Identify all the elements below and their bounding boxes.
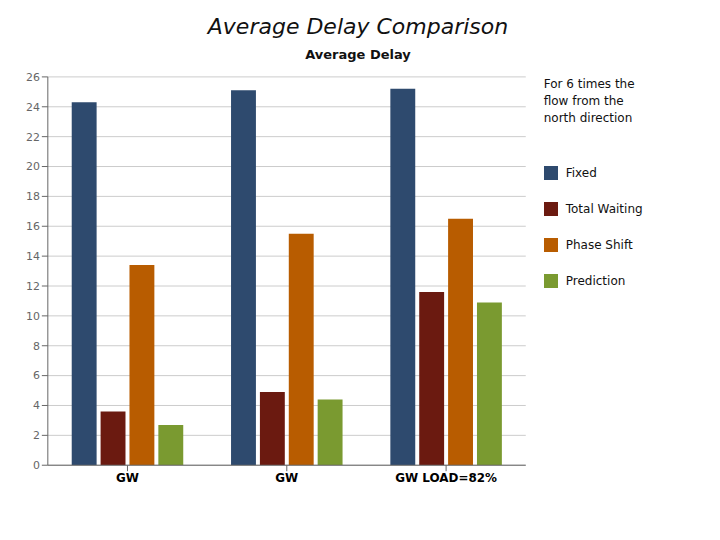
svg-text:26: 26 (26, 71, 40, 84)
html-text:Average Delay Comparison: Average Delay Comparison (207, 14, 509, 39)
svg-text:8: 8 (33, 340, 40, 353)
html-text:Average Delay: Average Delay (305, 47, 411, 62)
svg-text:GW: GW (116, 471, 139, 485)
svg-text:2: 2 (33, 429, 40, 442)
svg-text:GW LOAD=82%: GW LOAD=82% (395, 471, 497, 485)
html-text:Fixed: Fixed (565, 166, 597, 181)
svg-text:16: 16 (26, 220, 40, 233)
svg-text:22: 22 (26, 131, 40, 144)
svg-text:12: 12 (26, 280, 40, 293)
svg-text:4: 4 (33, 399, 40, 412)
svg-text:GW: GW (275, 471, 298, 485)
svg-text:6: 6 (33, 370, 40, 383)
html-text:Phase Shift: Phase Shift (565, 238, 633, 253)
svg-text:20: 20 (26, 160, 40, 173)
svg-text:10: 10 (26, 310, 40, 323)
html-text:Prediction: Prediction (565, 274, 626, 289)
html-text:For 6 times the flow from the: For 6 times the flow from the north dire… (543, 77, 635, 125)
svg-text:14: 14 (26, 250, 40, 263)
html-text:Total Waiting: Total Waiting (565, 202, 643, 217)
svg-text:0: 0 (33, 459, 40, 472)
svg-text:18: 18 (26, 190, 40, 203)
svg-text:24: 24 (26, 101, 40, 114)
